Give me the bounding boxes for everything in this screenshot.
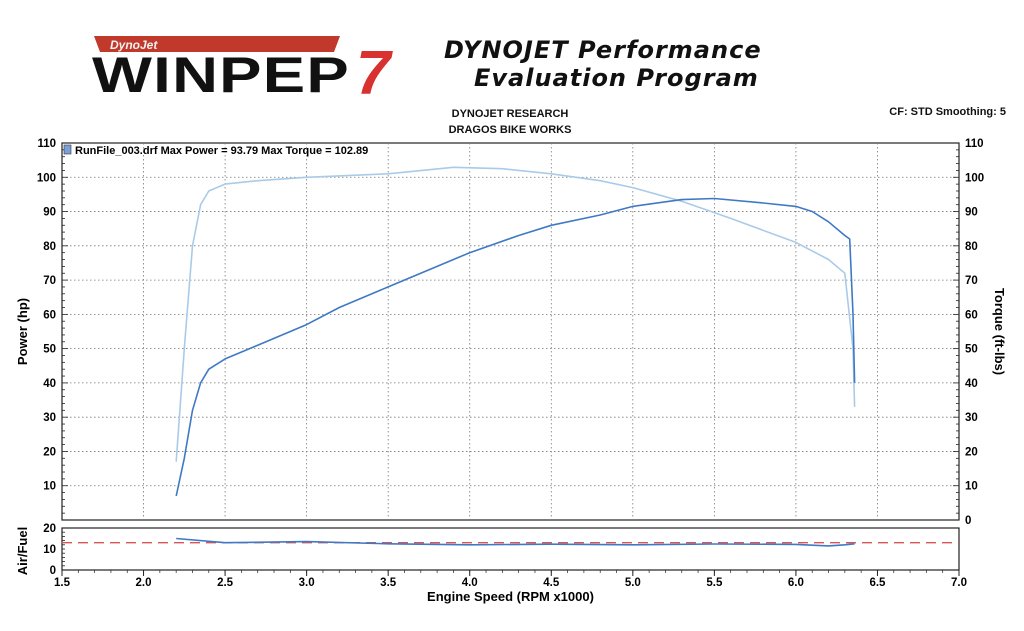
x-tick-label: 2.0 bbox=[136, 577, 152, 589]
x-axis-label: Engine Speed (RPM x1000) bbox=[427, 589, 594, 604]
x-tick-label: 2.5 bbox=[217, 577, 234, 589]
af-series-line bbox=[176, 537, 855, 547]
y-tick-label: 30 bbox=[43, 412, 56, 424]
x-tick-label: 3.0 bbox=[299, 577, 315, 589]
y-tick-label: 10 bbox=[43, 481, 56, 493]
x-tick-label: 1.5 bbox=[54, 577, 71, 589]
legend-entry: RunFile_003.drf Max Power = 93.79 Max To… bbox=[75, 145, 368, 157]
x-tick-label: 5.0 bbox=[625, 577, 641, 589]
y-tick-label: 80 bbox=[43, 241, 56, 253]
torque-series-line bbox=[175, 166, 856, 462]
y2-tick-label: 60 bbox=[965, 309, 978, 321]
x-tick-label: 4.5 bbox=[543, 577, 560, 589]
y2-tick-label: 10 bbox=[965, 481, 978, 493]
af-y-tick-label: 20 bbox=[43, 523, 56, 535]
y-tick-label: 90 bbox=[43, 207, 56, 219]
y2-tick-label: 40 bbox=[965, 378, 978, 390]
y2-tick-label: 90 bbox=[965, 207, 978, 219]
y-axis-label: Power (hp) bbox=[15, 298, 30, 365]
legend-swatch bbox=[63, 144, 72, 155]
y-tick-label: 40 bbox=[43, 378, 56, 390]
program-title-line1: DYNOJET Performance bbox=[444, 36, 762, 64]
y2-tick-label: 50 bbox=[965, 344, 978, 356]
x-tick-label: 6.0 bbox=[788, 577, 804, 589]
y-tick-label: 20 bbox=[43, 446, 56, 458]
x-tick-label: 7.0 bbox=[951, 577, 967, 589]
y-tick-label: 110 bbox=[37, 138, 56, 150]
y2-axis-label: Torque (ft-lbs) bbox=[992, 288, 1007, 375]
y-tick-label: 70 bbox=[43, 275, 56, 287]
x-tick-label: 4.0 bbox=[462, 577, 478, 589]
winpep-logo: DynoJet WINPEP 7 bbox=[92, 36, 393, 98]
af-y-axis-label: Air/Fuel bbox=[15, 527, 30, 575]
main-plot-frame bbox=[61, 142, 960, 521]
y2-tick-label: 0 bbox=[965, 515, 971, 527]
x-tick-label: 6.5 bbox=[869, 577, 886, 589]
correction-settings: CF: STD Smoothing: 5 bbox=[889, 106, 1006, 118]
y2-tick-label: 100 bbox=[965, 172, 984, 184]
x-tick-label: 3.5 bbox=[380, 577, 397, 589]
power-series-line bbox=[175, 197, 856, 497]
org-name: DYNOJET RESEARCH bbox=[451, 108, 569, 120]
af-y-tick-label: 10 bbox=[43, 544, 56, 556]
y-tick-label: 60 bbox=[43, 309, 56, 321]
af-y-tick-label: 0 bbox=[50, 565, 56, 577]
logo-badge: DynoJet bbox=[110, 38, 158, 52]
x-tick-label: 5.5 bbox=[706, 577, 723, 589]
y2-tick-label: 110 bbox=[965, 138, 984, 150]
air-fuel-series-group bbox=[62, 537, 959, 547]
y2-tick-label: 70 bbox=[965, 275, 978, 287]
logo-text: WINPEP bbox=[92, 47, 350, 98]
y-tick-label: 50 bbox=[43, 344, 56, 356]
logo-number: 7 bbox=[356, 39, 393, 98]
y2-tick-label: 30 bbox=[965, 412, 978, 424]
shop-name: DRAGOS BIKE WORKS bbox=[448, 124, 572, 136]
y2-tick-label: 20 bbox=[965, 446, 978, 458]
program-title-line2: Evaluation Program bbox=[474, 64, 759, 92]
air-fuel-plot-frame bbox=[61, 527, 960, 571]
y2-tick-label: 80 bbox=[965, 241, 978, 253]
y-tick-label: 100 bbox=[37, 172, 56, 184]
